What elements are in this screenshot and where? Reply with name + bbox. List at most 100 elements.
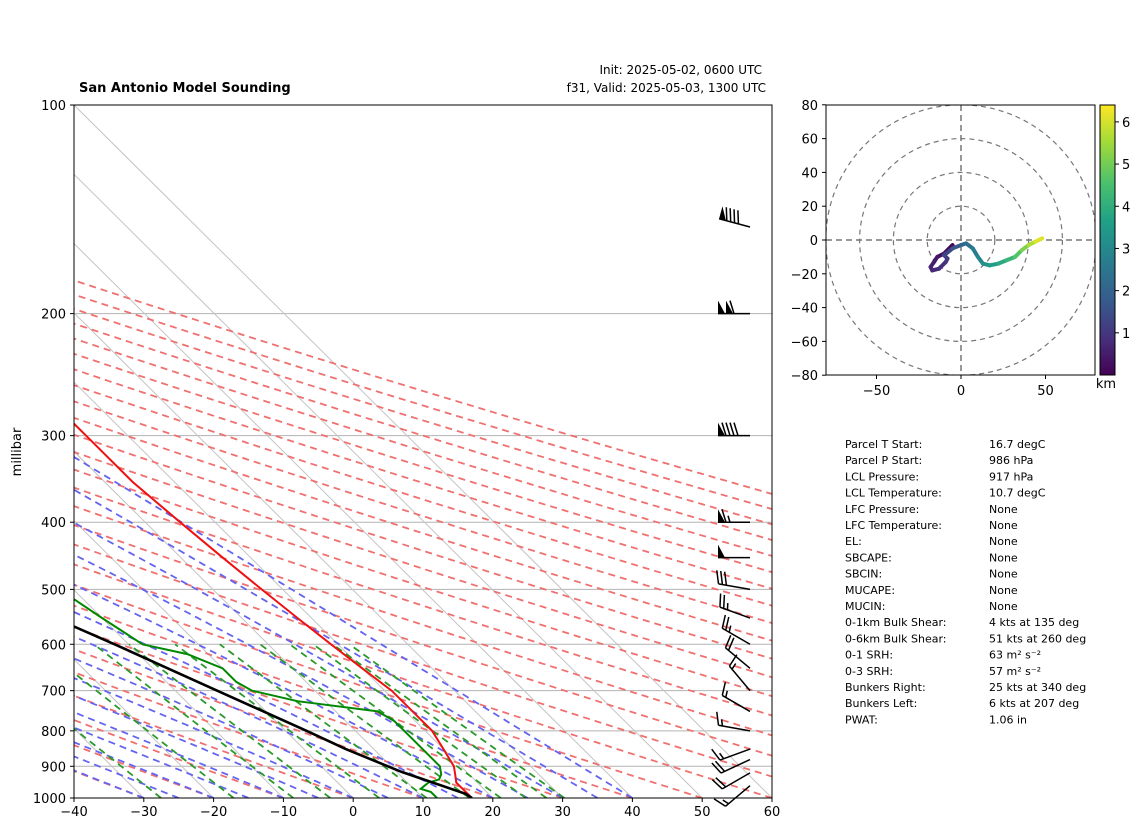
- stat-label: Bunkers Right:: [845, 681, 926, 694]
- stat-value: None: [989, 519, 1018, 532]
- isotherm-line: [74, 242, 633, 798]
- stat-value: 57 m² s⁻²: [989, 665, 1041, 678]
- stat-label: 0-6km Bulk Shear:: [845, 632, 947, 645]
- dry-adiabat: [74, 337, 772, 557]
- pressure-tick-label: 700: [41, 685, 66, 700]
- hodograph-plot: −50 0 50 80 60 40 20 0 −20 −40 −60 −80 1 2 3 4 5 6 km: [791, 99, 1131, 399]
- stat-value: 25 kts at 340 deg: [989, 681, 1086, 694]
- mixing-ratio-line: [219, 643, 428, 798]
- pressure-tick-label: 200: [41, 308, 66, 323]
- stat-value: None: [989, 551, 1018, 564]
- hodograph-y-tick-label: −20: [791, 268, 818, 283]
- pressure-tick-label: 800: [41, 725, 66, 740]
- hodograph-segment: [1033, 236, 1045, 244]
- isotherm-line: [0, 105, 4, 798]
- colorbar-tick-label: 3: [1122, 242, 1130, 257]
- stat-label: LFC Pressure:: [845, 503, 919, 516]
- stat-label: LFC Temperature:: [845, 519, 942, 532]
- wind-barb: [719, 593, 751, 619]
- hodograph-y-tick-label: −40: [791, 302, 818, 317]
- stat-label: EL:: [845, 535, 862, 548]
- stat-value: 4 kts at 135 deg: [989, 616, 1079, 629]
- moist-adiabat: [74, 741, 214, 798]
- hodograph-y-tick-label: 40: [801, 166, 818, 181]
- dry-adiabat: [74, 322, 772, 541]
- skewed-isotherms: [0, 105, 772, 798]
- wind-barb: [711, 772, 751, 790]
- mixing-ratio-lines: [74, 643, 565, 798]
- mixing-ratio-line: [289, 643, 502, 798]
- mixing-ratio-line: [348, 643, 565, 798]
- moist-adiabat: [74, 611, 459, 798]
- hodograph-x-tick-label: 0: [957, 384, 965, 399]
- wind-barb: [718, 206, 751, 228]
- dry-adiabat: [74, 694, 354, 798]
- hodograph-trace: [928, 236, 1045, 273]
- dry-adiabat: [74, 626, 563, 798]
- y-axis-label: millibar: [10, 427, 25, 476]
- dry-adiabat: [74, 524, 772, 757]
- wind-barb: [711, 758, 751, 774]
- hodograph-y-tick-label: 0: [810, 234, 818, 249]
- hodograph-y-tick-label: 20: [801, 200, 818, 215]
- dry-adiabat: [74, 400, 772, 624]
- chart-title: San Antonio Model Sounding: [79, 81, 291, 96]
- dry-adiabat: [74, 563, 772, 798]
- hodograph-ring: [926, 205, 996, 275]
- temperature-tick-label: 10: [415, 805, 432, 820]
- isotherm-line: [74, 312, 563, 798]
- temperature-tick-label: −40: [60, 805, 87, 820]
- wind-barb: [718, 300, 750, 315]
- dry-adiabat: [74, 604, 633, 798]
- stat-label: SBCAPE:: [845, 551, 892, 564]
- temperature-axis: −40 −30 −20 −10 0 10 20 30 40 50 60: [60, 798, 780, 820]
- stat-label: MUCAPE:: [845, 584, 895, 597]
- isotherm-line: [74, 105, 772, 798]
- moist-adiabats: [74, 456, 633, 798]
- temperature-tick-label: 30: [554, 805, 571, 820]
- isotherm-line: [74, 381, 494, 798]
- hodograph-x-tick-label: −50: [863, 384, 890, 399]
- moist-adiabat: [74, 677, 354, 798]
- wind-barb: [716, 570, 751, 591]
- moist-adiabat: [74, 553, 529, 798]
- mixing-ratio-line: [312, 643, 527, 798]
- dry-adiabat: [74, 486, 772, 717]
- stat-value: None: [989, 568, 1018, 581]
- colorbar-tick-label: 5: [1122, 158, 1130, 173]
- dry-adiabats: [74, 279, 772, 798]
- mixing-ratio-line: [93, 643, 294, 798]
- stat-value: None: [989, 584, 1018, 597]
- stat-label: 0-1km Bulk Shear:: [845, 616, 947, 629]
- dry-adiabat: [74, 505, 772, 737]
- wind-barb: [724, 634, 751, 669]
- dry-adiabat: [74, 384, 772, 607]
- colorbar-tick-label: 1: [1122, 327, 1130, 342]
- stat-value: 986 hPa: [989, 454, 1033, 467]
- dry-adiabat: [74, 352, 772, 574]
- isotherm-line: [74, 450, 424, 798]
- wind-barb: [718, 544, 750, 559]
- moist-adiabat: [74, 755, 180, 798]
- dry-adiabat: [74, 583, 703, 798]
- dry-adiabat: [74, 293, 772, 510]
- dewpoint-profile: [74, 598, 443, 798]
- stat-label: LCL Pressure:: [845, 470, 919, 483]
- mixing-ratio-line: [332, 643, 548, 798]
- hodograph-y-tick-label: 60: [801, 133, 818, 148]
- stat-label: 0-1 SRH:: [845, 649, 893, 662]
- wind-barb: [721, 681, 751, 713]
- isotherm-line: [74, 173, 703, 798]
- stat-label: Parcel P Start:: [845, 454, 922, 467]
- dry-adiabat: [74, 543, 772, 778]
- pressure-tick-label: 300: [41, 430, 66, 445]
- temperature-profile: [74, 422, 473, 798]
- stat-label: LCL Temperature:: [845, 487, 942, 500]
- hodograph-x-tick-label: 50: [1037, 384, 1054, 399]
- colorbar-label: km: [1096, 377, 1116, 392]
- hodograph-y-tick-label: −60: [791, 335, 818, 350]
- parcel-profile: [74, 625, 473, 798]
- wind-barbs: [711, 206, 751, 807]
